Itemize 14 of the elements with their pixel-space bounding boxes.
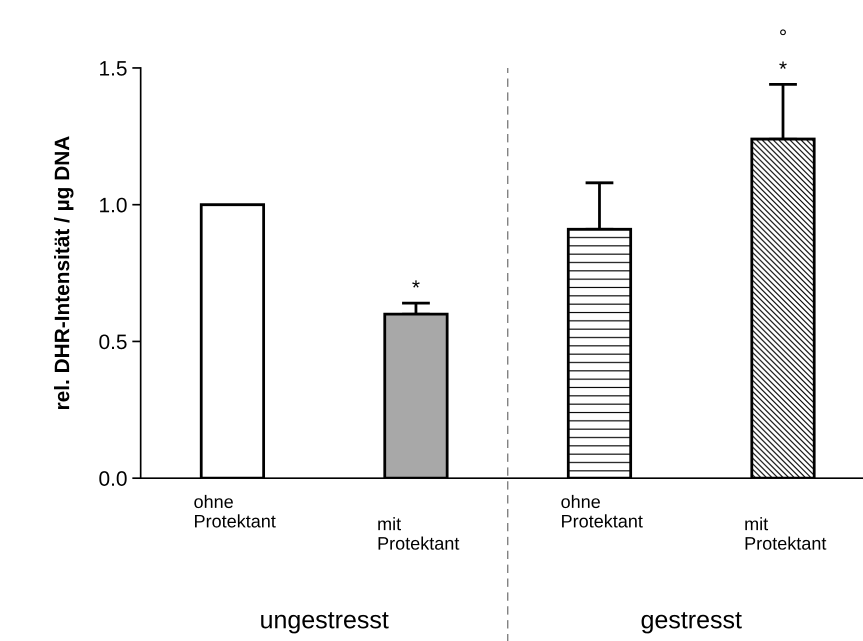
y-tick-label: 0.0	[99, 471, 127, 486]
text: ungestresst	[261, 612, 389, 634]
x-tick-label: ohne Protektant	[194, 494, 276, 528]
y-axis-title: rel. DHR-Intensität / µg DNA	[54, 136, 74, 410]
text: °	[780, 29, 786, 36]
y-tick-label: 0.5	[99, 334, 127, 350]
x-tick-label: mit Protektant	[745, 517, 826, 550]
annotation: *	[779, 62, 787, 69]
text: gestresst	[642, 612, 742, 634]
y-tick-label: 1.5	[100, 61, 127, 76]
x-tick-label: ohne Protektant	[561, 494, 643, 528]
y-tick-label: 1.0	[100, 198, 127, 212]
x-tick-label: mit Protektant	[378, 517, 460, 550]
annotation: *	[412, 280, 420, 288]
